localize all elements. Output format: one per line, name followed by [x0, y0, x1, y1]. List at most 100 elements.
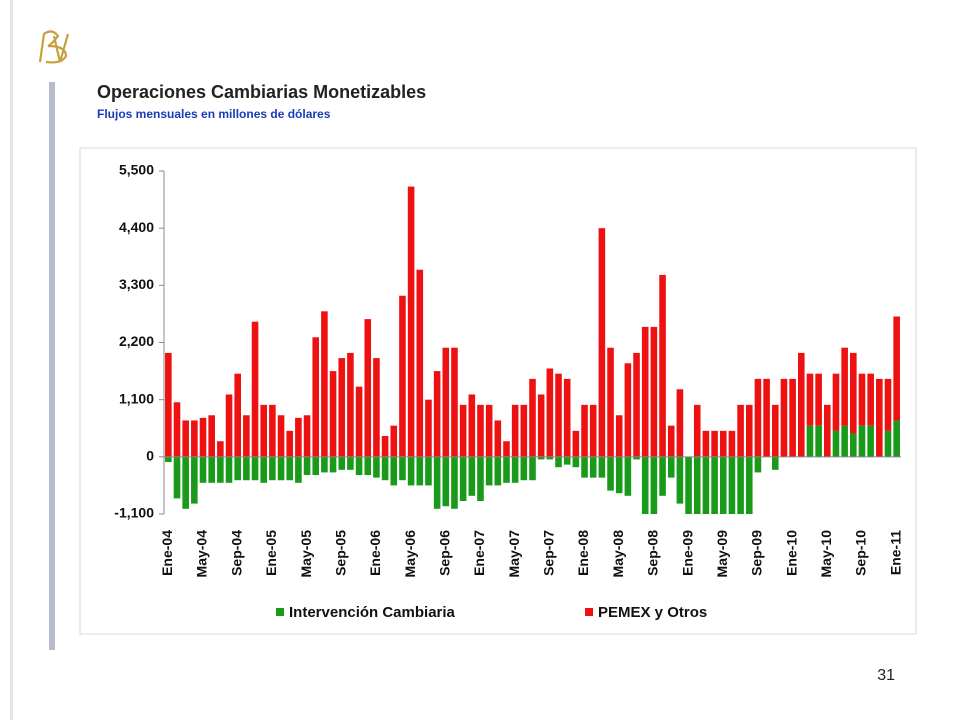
- bar: [381, 436, 389, 457]
- bar: [667, 456, 675, 478]
- bar: [555, 373, 562, 457]
- x-tick-label: Ene-06: [367, 530, 383, 576]
- bar: [520, 404, 528, 457]
- bar: [416, 456, 424, 486]
- bar: [199, 417, 207, 457]
- bar: [425, 456, 432, 486]
- bar: [858, 425, 866, 457]
- bar: [745, 456, 753, 514]
- bar: [243, 456, 250, 481]
- chart-frame: [79, 147, 917, 635]
- bar: [173, 456, 181, 499]
- x-tick-label: Sep-06: [436, 530, 452, 576]
- bar: [355, 386, 363, 457]
- x-tick-label: Ene-04: [159, 530, 175, 576]
- bar: [650, 326, 658, 457]
- bar: [529, 456, 536, 481]
- logo: [38, 30, 70, 64]
- bar: [676, 456, 684, 504]
- bar: [529, 378, 536, 457]
- bar: [347, 456, 354, 470]
- bar: [641, 326, 649, 457]
- bar: [806, 373, 814, 426]
- bar: [659, 274, 666, 457]
- bar: [416, 269, 424, 457]
- legend-swatch: [585, 608, 593, 616]
- bar: [225, 394, 233, 457]
- x-tick-label: May-04: [194, 530, 210, 578]
- bar: [815, 425, 822, 457]
- bar: [711, 456, 718, 514]
- bar: [589, 456, 597, 478]
- chart-title: Operaciones Cambiarias Monetizables: [97, 82, 426, 102]
- bar: [286, 430, 294, 457]
- bar: [867, 373, 874, 426]
- x-tick-label: May-07: [506, 530, 522, 578]
- bar: [537, 456, 545, 460]
- bar: [797, 352, 805, 457]
- bar: [494, 456, 502, 486]
- bar: [850, 433, 857, 457]
- bar: [347, 352, 354, 457]
- legend-swatch: [276, 608, 284, 616]
- bar: [312, 337, 320, 457]
- bar: [338, 456, 346, 470]
- bar: [269, 456, 276, 481]
- left-edge: [10, 0, 13, 720]
- bar: [373, 456, 380, 478]
- bar: [719, 456, 727, 514]
- y-tick-label: 1,100: [119, 390, 154, 406]
- bar: [451, 347, 458, 457]
- bar: [676, 389, 684, 457]
- bar: [693, 456, 701, 514]
- bar: [581, 404, 588, 457]
- x-tick-label: Ene-10: [783, 530, 799, 576]
- bar: [234, 373, 241, 457]
- bar: [199, 456, 207, 483]
- bar: [425, 399, 432, 457]
- bar: [182, 456, 189, 509]
- bar: [546, 368, 554, 457]
- bar: [884, 430, 892, 457]
- bar: [477, 404, 484, 457]
- bar: [685, 456, 692, 514]
- bar: [589, 404, 597, 457]
- bar: [390, 425, 398, 457]
- bar: [728, 430, 736, 457]
- bar: [832, 373, 840, 431]
- bar: [511, 404, 519, 457]
- x-tick-label: May-08: [610, 530, 626, 578]
- bar: [841, 347, 848, 426]
- bar: [711, 430, 718, 457]
- bar: [355, 456, 363, 476]
- bar: [607, 347, 614, 457]
- bar: [607, 456, 614, 491]
- bar: [615, 415, 623, 457]
- bar: [225, 456, 233, 483]
- bar: [598, 228, 606, 457]
- bar: [286, 456, 294, 481]
- x-tick-label: Ene-11: [887, 530, 903, 575]
- bar: [754, 378, 762, 457]
- bar: [745, 404, 753, 457]
- x-tick-label: May-10: [818, 530, 834, 578]
- bar: [303, 456, 311, 476]
- bar: [806, 425, 814, 457]
- bar: [364, 319, 372, 457]
- bar: [173, 402, 181, 457]
- bar: [269, 404, 276, 457]
- bar: [789, 378, 796, 457]
- bar: [251, 321, 259, 457]
- bar: [303, 415, 311, 457]
- bar: [442, 456, 450, 507]
- bar: [719, 430, 727, 457]
- bar: [633, 352, 640, 457]
- bar: [615, 456, 623, 494]
- bar: [182, 420, 189, 457]
- bar: [295, 456, 302, 483]
- bar: [399, 456, 406, 481]
- bar: [702, 456, 710, 514]
- bar: [234, 456, 241, 481]
- bar: [659, 456, 666, 496]
